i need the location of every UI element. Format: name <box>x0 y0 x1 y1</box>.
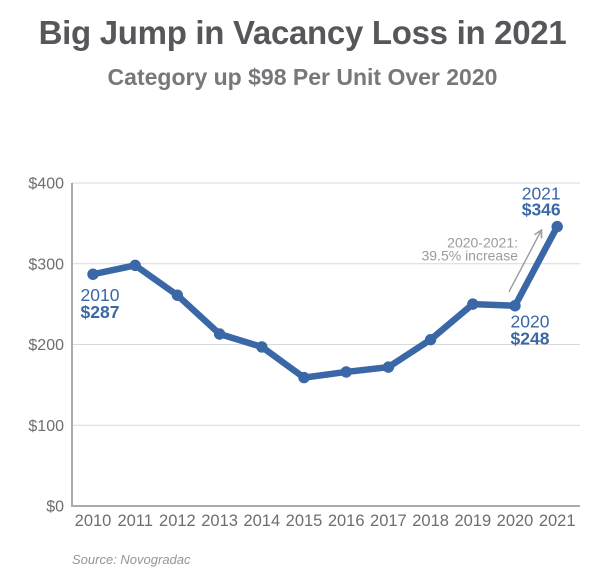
x-axis-tick-label: 2010 <box>75 512 112 530</box>
data-point-2015 <box>298 371 310 384</box>
data-point-2018 <box>424 333 437 346</box>
data-point-2017 <box>382 361 395 373</box>
annotation-line-1: 2020-2021: <box>447 235 518 251</box>
x-axis-tick-label: 2014 <box>243 512 280 530</box>
x-axis-tick-label: 2015 <box>286 512 323 530</box>
data-point-2013 <box>213 328 226 340</box>
data-point-2014 <box>256 341 268 353</box>
increase-arrow <box>508 228 543 293</box>
x-axis-tick-label: 2017 <box>370 512 407 530</box>
chart-title: Big Jump in Vacancy Loss in 2021 <box>38 14 567 51</box>
data-point-2020 <box>509 300 521 312</box>
source-credit: Source: Novogradac <box>72 552 191 567</box>
point-label-value-2020: $248 <box>511 329 550 349</box>
x-axis-tick-label: 2012 <box>159 512 196 530</box>
point-label-value-2010: $287 <box>81 302 120 322</box>
x-axis-tick-label: 2020 <box>497 512 534 530</box>
data-line <box>89 223 561 381</box>
data-point-2021 <box>551 220 563 233</box>
y-axis-tick-label: $400 <box>28 176 64 193</box>
data-point-2016 <box>340 366 352 378</box>
x-axis-tick-label: 2011 <box>117 512 152 530</box>
x-axis-tick-label: 2013 <box>201 512 238 530</box>
data-point-2011 <box>129 259 141 272</box>
x-axis-tick-label: 2019 <box>454 512 491 530</box>
annotation-line-2: 39.5% increase <box>421 248 518 264</box>
data-point-2019 <box>467 298 479 310</box>
y-axis-tick-label: $200 <box>28 337 64 354</box>
point-label-year-2021: 2021 <box>522 184 561 204</box>
y-axis-tick-label: $300 <box>28 256 64 273</box>
x-axis-tick-label: 2021 <box>539 512 576 530</box>
data-point-2012 <box>171 289 184 301</box>
point-label-value-2021: $346 <box>522 200 561 220</box>
data-point-2010 <box>87 268 99 280</box>
x-axis-tick-label: 2018 <box>412 512 449 530</box>
y-axis-tick-label: $0 <box>46 499 64 516</box>
x-axis-tick-label: 2016 <box>328 512 365 530</box>
chart-subtitle: Category up $98 Per Unit Over 2020 <box>107 64 498 90</box>
y-axis-tick-label: $100 <box>28 418 64 435</box>
point-label-year-2020: 2020 <box>511 312 550 332</box>
point-label-year-2010: 2010 <box>81 285 120 305</box>
